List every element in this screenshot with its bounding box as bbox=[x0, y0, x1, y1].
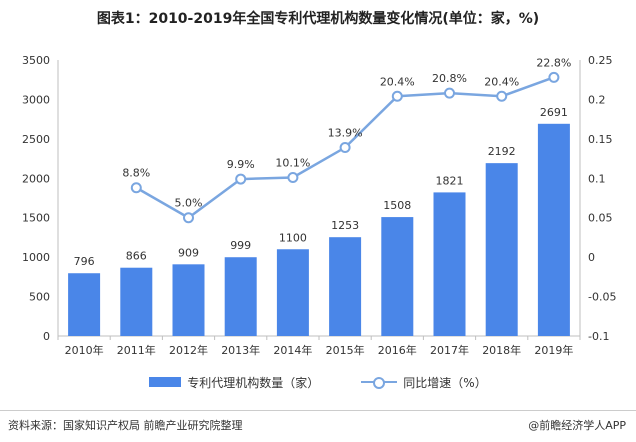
growth-value-label: 8.8% bbox=[122, 167, 150, 180]
growth-point bbox=[496, 90, 508, 102]
x-tick-label: 2016年 bbox=[378, 343, 417, 357]
bar-value-label: 909 bbox=[178, 246, 199, 259]
x-tick-label: 2017年 bbox=[430, 343, 469, 357]
y-right-tick-label: 0.25 bbox=[588, 54, 613, 67]
legend-bar-label: 专利代理机构数量（家） bbox=[187, 375, 320, 390]
legend-bar-swatch bbox=[149, 377, 182, 387]
y-right-tick-label: -0.1 bbox=[588, 330, 609, 343]
footer: 资料来源：国家知识产权局 前瞻产业研究院整理 @前瞻经济学人APP bbox=[0, 410, 636, 442]
bar bbox=[276, 249, 309, 336]
y-left-tick-label: 2500 bbox=[22, 133, 50, 146]
growth-value-label: 22.8% bbox=[536, 56, 571, 69]
growth-value-label: 20.4% bbox=[380, 75, 415, 88]
x-tick-label: 2013年 bbox=[221, 343, 260, 357]
y-left-tick-label: 3000 bbox=[22, 93, 50, 106]
bar bbox=[68, 273, 101, 336]
y-left-tick-label: 1500 bbox=[22, 212, 50, 225]
chart-title: 图表1：2010-2019年全国专利代理机构数量变化情况(单位：家，%) bbox=[96, 11, 540, 27]
x-tick-label: 2015年 bbox=[326, 343, 365, 357]
y-left-tick-label: 1000 bbox=[22, 251, 50, 264]
y-right-tick-label: 0.15 bbox=[588, 133, 613, 146]
bar bbox=[172, 264, 205, 336]
bar-value-label: 1508 bbox=[383, 199, 411, 212]
bar bbox=[433, 192, 466, 336]
bar bbox=[485, 163, 518, 336]
y-right-tick-label: 0 bbox=[588, 251, 595, 264]
y-left-tick-label: 2000 bbox=[22, 172, 50, 185]
growth-value-label: 20.8% bbox=[432, 72, 467, 85]
y-right-tick-label: 0.05 bbox=[588, 212, 613, 225]
x-tick-label: 2014年 bbox=[273, 343, 312, 357]
growth-point bbox=[548, 71, 560, 83]
bar-value-label: 2691 bbox=[540, 106, 568, 119]
y-right-tick-label: -0.05 bbox=[588, 291, 616, 304]
legend-line-swatch bbox=[361, 376, 398, 389]
y-right-tick-label: 0.2 bbox=[588, 93, 606, 106]
x-tick-label: 2012年 bbox=[169, 343, 208, 357]
growth-point bbox=[235, 173, 247, 185]
legend-item-line: 同比增速（%） bbox=[361, 374, 487, 391]
growth-point bbox=[391, 90, 403, 102]
bar-value-label: 1821 bbox=[436, 174, 464, 187]
bar-value-label: 866 bbox=[126, 250, 147, 263]
bar-value-label: 999 bbox=[230, 239, 251, 252]
y-left-tick-label: 3500 bbox=[22, 54, 50, 67]
growth-value-label: 9.9% bbox=[227, 158, 255, 171]
bar-value-label: 1100 bbox=[279, 231, 307, 244]
legend: 专利代理机构数量（家） 同比增速（%） bbox=[0, 372, 636, 392]
x-tick-label: 2010年 bbox=[65, 343, 104, 357]
source-note: 资料来源：国家知识产权局 前瞻产业研究院整理 bbox=[8, 419, 243, 432]
bar-value-label: 796 bbox=[74, 255, 95, 268]
growth-point bbox=[339, 142, 351, 154]
y-right-tick-label: 0.1 bbox=[588, 172, 606, 185]
y-left-tick-label: 0 bbox=[43, 330, 50, 343]
growth-value-label: 5.0% bbox=[175, 197, 203, 210]
growth-value-label: 13.9% bbox=[328, 127, 363, 140]
growth-value-label: 10.1% bbox=[275, 156, 310, 169]
bar bbox=[120, 267, 153, 336]
growth-point bbox=[444, 87, 455, 99]
bar bbox=[224, 257, 257, 336]
x-tick-label: 2018年 bbox=[482, 343, 521, 357]
chart: 0 500 1000 1500 2000 2500 3000 3500 -0.1 -0.05 0 0.… bbox=[22, 54, 616, 357]
legend-item-bar: 专利代理机构数量（家） bbox=[149, 374, 319, 391]
growth-point bbox=[130, 182, 142, 194]
bar bbox=[381, 217, 414, 336]
x-tick-label: 2011年 bbox=[117, 343, 156, 357]
bar-value-label: 1253 bbox=[331, 219, 359, 232]
legend-line-label: 同比增速（%） bbox=[403, 375, 487, 390]
bar-value-label: 2192 bbox=[488, 145, 516, 158]
x-tick-label: 2019年 bbox=[534, 343, 573, 357]
brand-credit: @前瞻经济学人APP bbox=[528, 419, 626, 432]
growth-point bbox=[183, 212, 194, 224]
growth-value-label: 20.4% bbox=[484, 75, 519, 88]
bar bbox=[537, 123, 570, 336]
bar bbox=[329, 237, 362, 336]
growth-point bbox=[287, 171, 299, 183]
y-left-tick-label: 500 bbox=[29, 291, 50, 304]
